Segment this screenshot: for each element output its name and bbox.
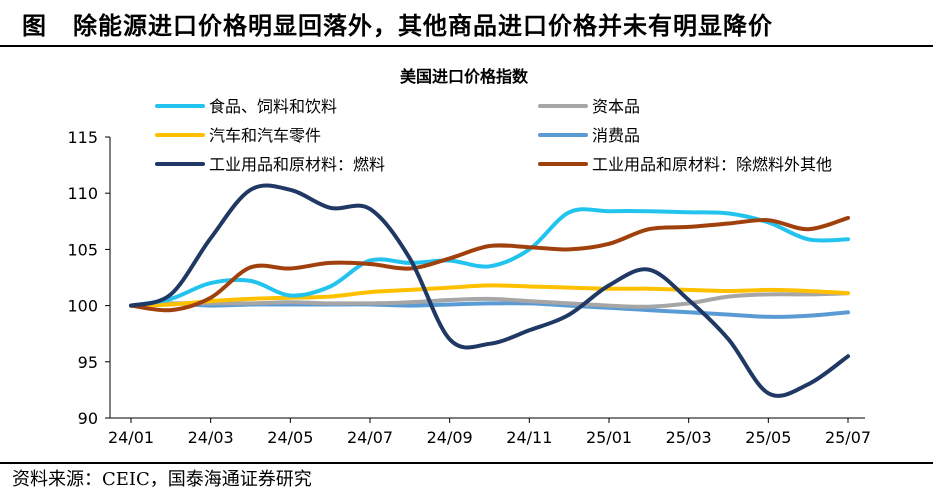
- legend-label-0: 食品、饲料和饮料: [209, 97, 337, 116]
- y-tick-label: 105: [67, 240, 98, 259]
- legend-label-4: 工业用品和原材料：燃料: [209, 155, 385, 174]
- title-rule: [0, 45, 933, 47]
- x-tick-label: 25/01: [586, 428, 632, 447]
- figure-label: 图: [22, 11, 47, 40]
- y-tick-label: 90: [78, 409, 98, 428]
- legend-label-1: 资本品: [592, 97, 640, 116]
- x-tick-label: 25/05: [745, 428, 791, 447]
- series-lines: [129, 183, 850, 398]
- x-tick-label: 25/07: [825, 428, 871, 447]
- x-tick-label: 25/03: [666, 428, 712, 447]
- y-tick-label: 95: [78, 353, 98, 372]
- legend-label-3: 消费品: [592, 126, 640, 145]
- figure-title: 图除能源进口价格明显回落外，其他商品进口价格并未有明显降价: [22, 6, 773, 41]
- source-note: 资料来源：CEIC，国泰海通证券研究: [12, 469, 312, 490]
- x-tick-label: 24/05: [267, 428, 313, 447]
- y-tick-label: 115: [67, 128, 98, 147]
- y-tick-label: 100: [67, 297, 98, 316]
- figure-title-text: 除能源进口价格明显回落外，其他商品进口价格并未有明显降价: [73, 11, 773, 40]
- legend-label-2: 汽车和汽车零件: [209, 126, 321, 145]
- series-line-5: [129, 215, 850, 313]
- x-tick-label: 24/03: [188, 428, 234, 447]
- series-line-2: [129, 283, 850, 308]
- x-tick-label: 24/01: [108, 428, 154, 447]
- legend-label-5: 工业用品和原材料：除燃料外其他: [592, 155, 832, 174]
- series-line-0: [129, 207, 850, 308]
- source-rule: [0, 462, 933, 464]
- x-tick-label: 24/11: [506, 428, 552, 447]
- x-tick-label: 24/07: [347, 428, 393, 447]
- axes: 90 95 100 105 110 115 24/01 24/03 24/05 24/07 24/0…: [67, 128, 871, 447]
- x-tick-label: 24/09: [427, 428, 473, 447]
- y-tick-label: 110: [67, 184, 98, 203]
- chart-title: 美国进口价格指数: [400, 67, 529, 86]
- series-line-4: [129, 183, 850, 398]
- series-line-1: [129, 291, 850, 309]
